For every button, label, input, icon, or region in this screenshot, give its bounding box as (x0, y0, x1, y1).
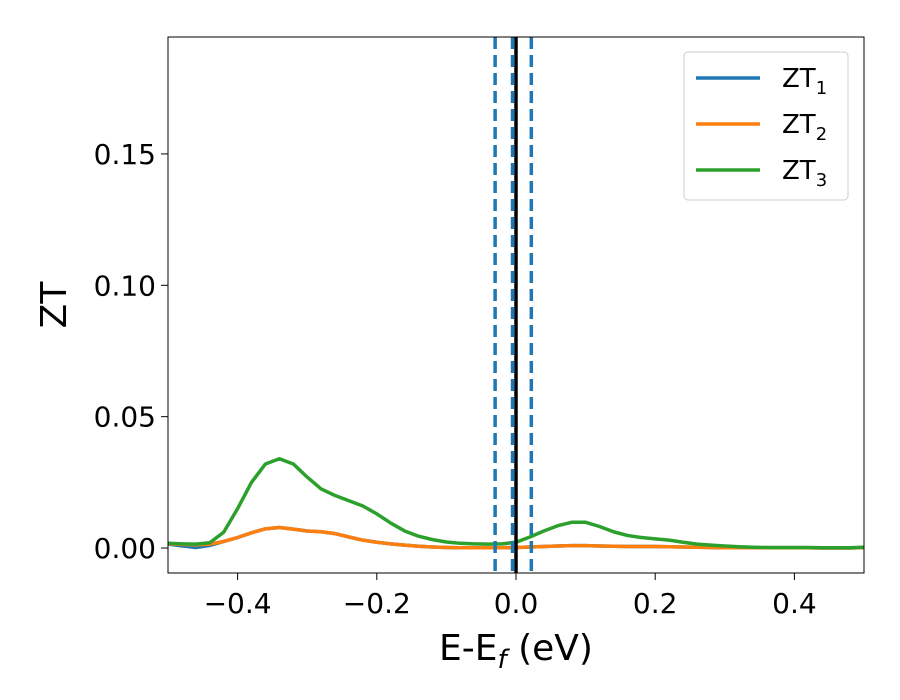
y-tick-label: 0.10 (94, 269, 156, 302)
x-tick-label: −0.2 (343, 587, 411, 620)
series-group (168, 37, 864, 573)
y-tick-label: 0.15 (94, 138, 156, 171)
legend: ZT1 ZT2 ZT3 (683, 51, 849, 201)
legend-label-zt1: ZT1 (782, 64, 827, 99)
y-tick-label: 0.00 (94, 532, 156, 565)
x-tick-label: 0.0 (494, 587, 539, 620)
y-axis-label: ZT (34, 281, 75, 329)
legend-box (683, 51, 849, 201)
x-tick-label: 0.2 (633, 587, 678, 620)
y-axis: 0.00 0.05 0.10 0.15 (94, 138, 168, 565)
legend-label-zt2: ZT2 (782, 110, 827, 145)
x-axis-label: E-Ef (eV) (439, 628, 593, 675)
x-tick-label: −0.4 (204, 587, 272, 620)
y-tick-label: 0.05 (94, 401, 156, 434)
plot-area (168, 37, 864, 573)
x-tick-label: 0.4 (772, 587, 817, 620)
legend-label-zt3: ZT3 (782, 156, 827, 191)
x-axis: −0.4 −0.2 0.0 0.2 0.4 (204, 573, 817, 620)
